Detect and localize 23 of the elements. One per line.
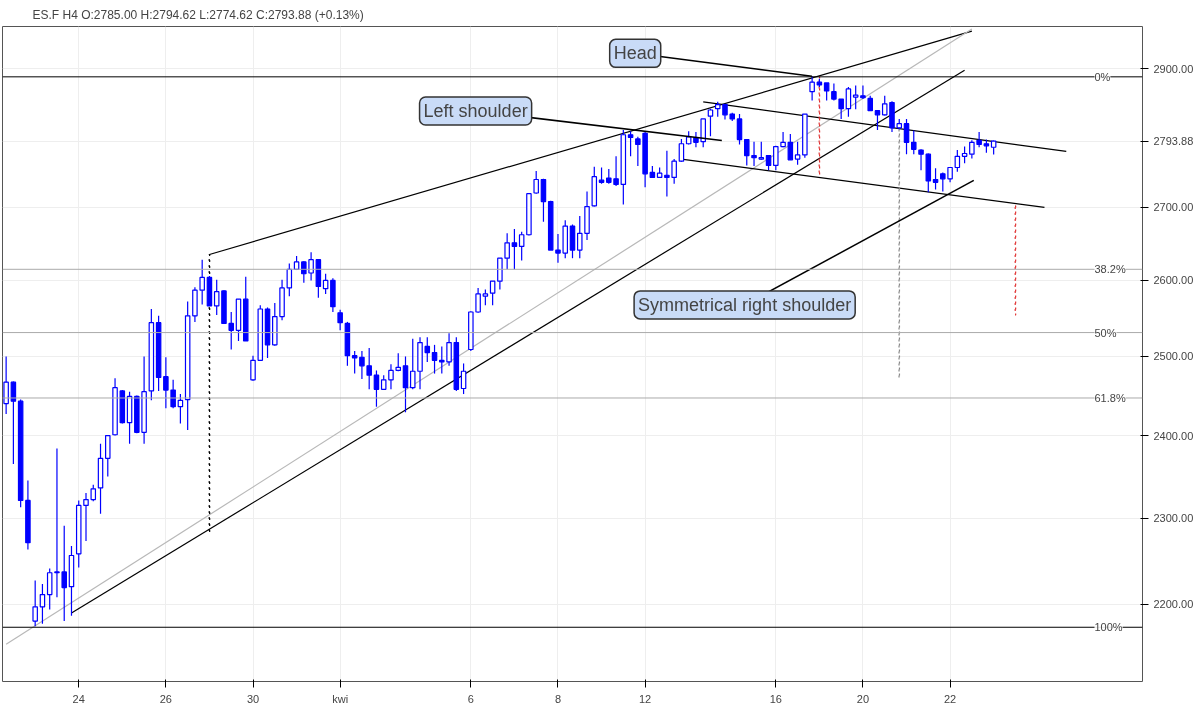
y-tick-label: 2300.00 <box>1153 512 1194 525</box>
x-tick-label: 30 <box>246 692 260 705</box>
x-tick-label: 24 <box>72 692 85 705</box>
y-tick-label: 2600.00 <box>1153 274 1194 287</box>
x-tick-label: 6 <box>467 692 474 705</box>
x-tick-label: 16 <box>769 692 782 705</box>
y-tick-label: 2700.00 <box>1153 201 1194 214</box>
x-tick-label: kwi <box>332 692 349 705</box>
x-tick-label: 26 <box>159 692 173 705</box>
x-tick-label: 8 <box>554 692 562 705</box>
y-tick-label: 2400.00 <box>1153 429 1194 442</box>
x-tick-label: 22 <box>943 692 957 705</box>
x-tick-label: 12 <box>638 692 652 705</box>
annotation: Head <box>613 43 657 64</box>
annotation: Left shoulder <box>423 101 528 121</box>
annotation: Symmetrical right shoulder <box>638 294 852 315</box>
y-tick-label: 2900.00 <box>1153 62 1194 75</box>
y-tick-label: 2500.00 <box>1153 350 1194 363</box>
y-tick-label: 2793.88 <box>1153 135 1194 148</box>
annotation: 50% <box>1094 326 1117 339</box>
chart-title: ES.F H4 O:2785.00 H:2794.62 L:2774.62 C:2793.88 (+0.13%) <box>32 7 364 22</box>
y-tick-label: 2200.00 <box>1153 598 1194 611</box>
x-tick-label: 20 <box>856 692 870 705</box>
